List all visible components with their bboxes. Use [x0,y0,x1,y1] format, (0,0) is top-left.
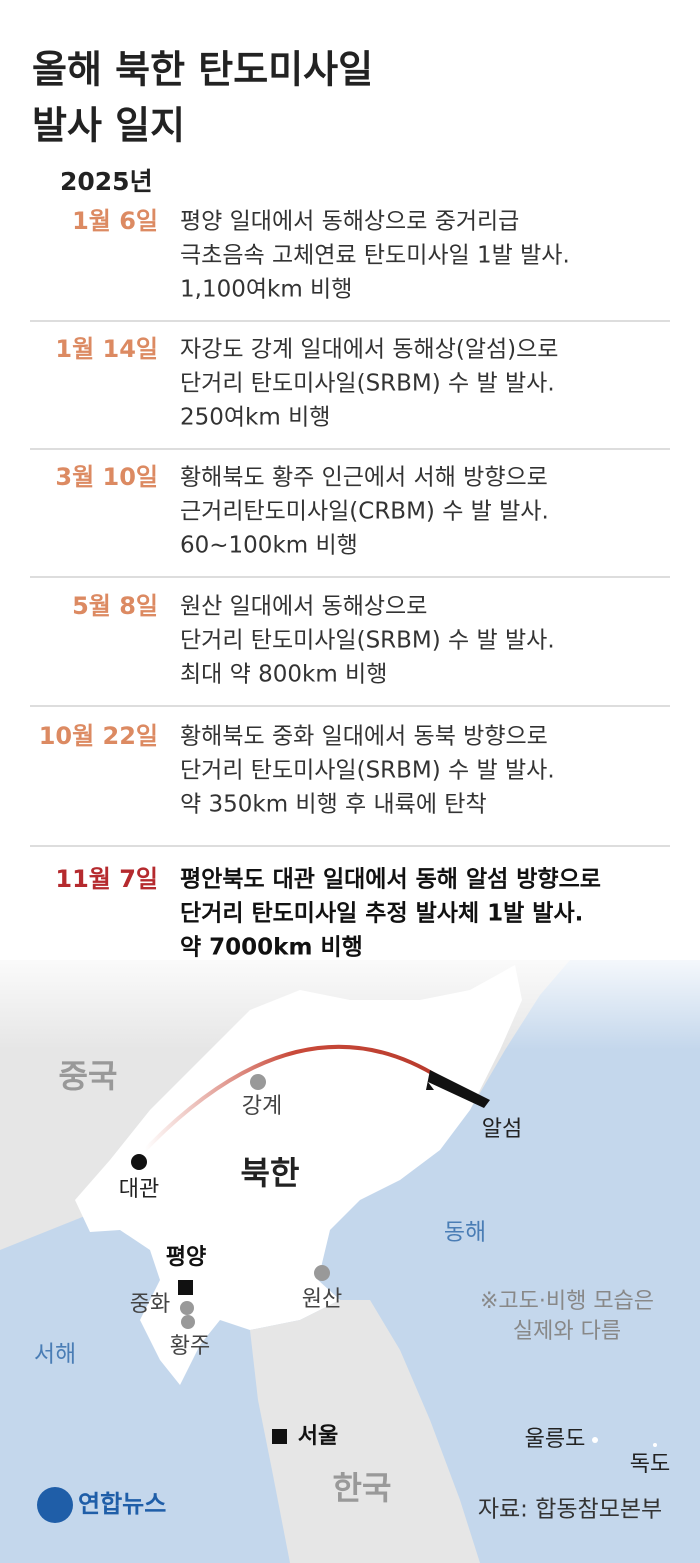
title: 발사 일지 [32,104,185,148]
entry-text: 평양 일대에서 동해상으로 중거리급 [180,209,519,235]
region-label: 한국 [333,1469,392,1507]
marker [314,1265,330,1281]
place-label: 황주 [170,1334,210,1359]
place-label: 중화 [130,1292,170,1317]
place-label: 서울 [298,1424,338,1449]
marker [131,1154,147,1170]
region-label: 중국 [59,1057,118,1095]
entry-text: 단거리 탄도미사일(SRBM) 수 발 발사. [180,371,555,397]
entry-text: 단거리 탄도미사일(SRBM) 수 발 발사. [180,758,555,784]
marker [180,1301,194,1315]
place-label: 대관 [119,1177,159,1202]
place-label: 평양 [166,1245,206,1270]
entry-text: 최대 약 800km 비행 [180,662,387,688]
entry-text: 단거리 탄도미사일(SRBM) 수 발 발사. [180,628,555,654]
entry-text: 약 350km 비행 후 내륙에 탄착 [180,792,487,818]
entry-text: 단거리 탄도미사일 추정 발사체 1발 발사. [180,901,583,927]
entry-text: 황해북도 황주 인근에서 서해 방향으로 [180,465,548,491]
entry-date: 11월 7일 [55,865,158,893]
sea-label: 서해 [34,1342,76,1368]
year: 2025년 [60,167,153,196]
place-label: 독도 [630,1452,670,1477]
map-fade [0,940,700,1050]
source: 자료: 합동참모본부 [478,1497,662,1523]
south-korea-land [250,1300,480,1563]
marker [250,1074,266,1090]
missile-icon [426,1070,490,1108]
entry-text: 평안북도 대관 일대에서 동해 알섬 방향으로 [180,867,601,893]
entry-text: 황해북도 중화 일대에서 동북 방향으로 [180,724,548,750]
marker [592,1437,598,1443]
place-label: 알섬 [482,1117,522,1142]
entry-date: 10월 22일 [39,722,158,750]
entry-text: 1,100여km 비행 [180,277,352,303]
map [0,940,700,1563]
entry-date: 1월 6일 [72,207,158,235]
entry-text: 250여km 비행 [180,405,330,431]
title: 올해 북한 탄도미사일 [32,48,373,92]
note: ※고도·비행 모습은 [480,1289,654,1314]
marker [178,1280,193,1295]
entry-date: 3월 10일 [55,463,158,491]
entry-text: 약 7000km 비행 [180,935,363,961]
note: 실제와 다름 [513,1319,621,1344]
place-label: 울릉도 [525,1427,586,1452]
sea-label: 동해 [444,1220,486,1246]
marker [653,1443,657,1447]
trajectory [143,1044,442,1152]
region-label: 북한 [241,1154,300,1192]
entry-date: 1월 14일 [55,335,158,363]
entry-text: 극초음속 고체연료 탄도미사일 1발 발사. [180,243,570,269]
logo-icon [37,1487,73,1523]
marker [181,1315,195,1329]
entry-text: 60~100km 비행 [180,533,358,559]
place-label: 원산 [302,1287,342,1312]
logo: 연합뉴스 [78,1490,166,1518]
place-label: 강계 [242,1094,282,1119]
marker [272,1429,287,1444]
entry-text: 자강도 강계 일대에서 동해상(알섬)으로 [180,337,558,363]
entry-text: 원산 일대에서 동해상으로 [180,594,427,620]
entry-text: 근거리탄도미사일(CRBM) 수 발 발사. [180,499,549,525]
entry-date: 5월 8일 [72,592,158,620]
